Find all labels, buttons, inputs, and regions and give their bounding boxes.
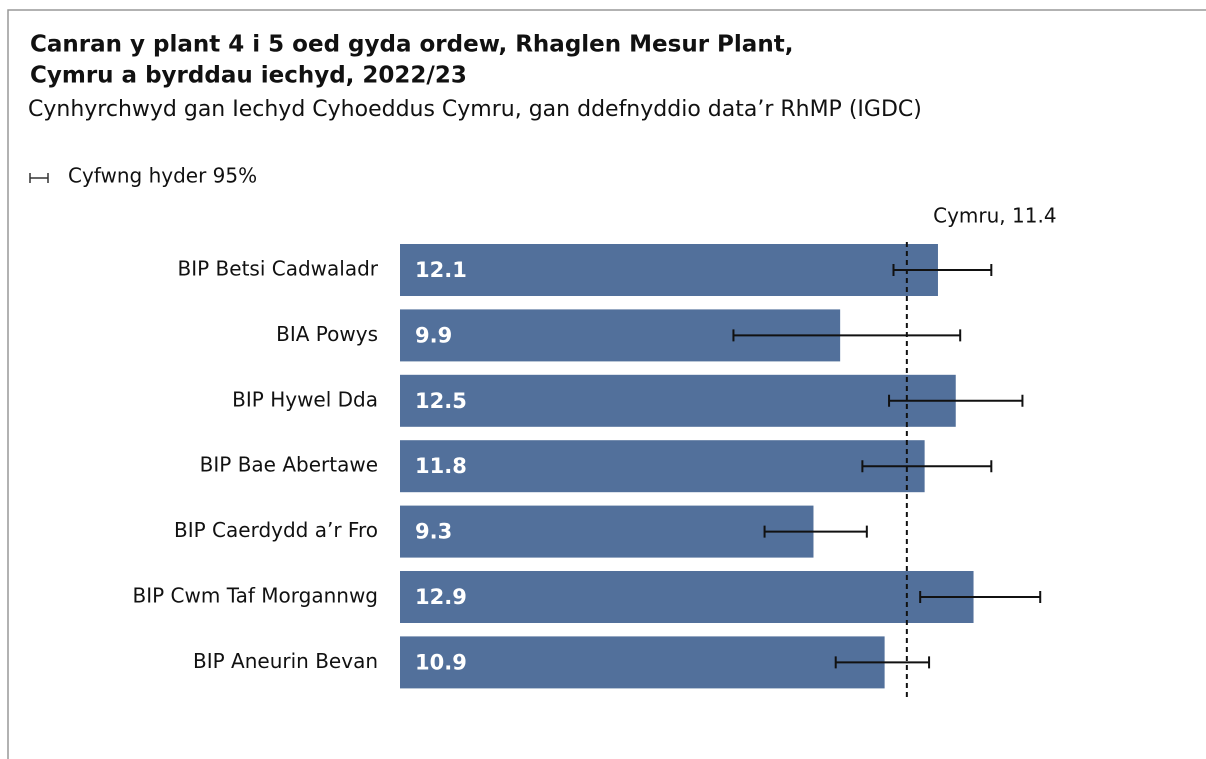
reference-label: Cymru, 11.4 bbox=[933, 204, 1056, 228]
y-tick-label: BIP Bae Abertawe bbox=[200, 453, 378, 477]
error-bar bbox=[861, 460, 993, 473]
frame bbox=[7, 9, 1206, 759]
legend-icon bbox=[29, 173, 49, 183]
y-tick-label: BIA Powys bbox=[276, 322, 378, 346]
bar bbox=[400, 440, 925, 493]
y-tick-label: BIP Hywel Dda bbox=[232, 387, 378, 411]
legend-label: Cyfwng hyder 95% bbox=[68, 164, 257, 188]
bar bbox=[400, 636, 885, 689]
chart-title: Cymru a byrddau iechyd, 2022/23 bbox=[30, 63, 467, 89]
data-label: 12.1 bbox=[415, 258, 467, 282]
y-tick-label: BIP Cwm Taf Morgannwg bbox=[133, 584, 378, 608]
data-label: 9.3 bbox=[415, 520, 452, 544]
error-bar bbox=[892, 264, 993, 276]
error-bar bbox=[763, 525, 868, 538]
y-tick-label: BIP Caerdydd a’r Fro bbox=[174, 518, 378, 542]
bar bbox=[400, 505, 814, 558]
error-bar bbox=[919, 591, 1042, 603]
data-label: 12.9 bbox=[415, 585, 467, 609]
data-label: 11.8 bbox=[415, 454, 467, 478]
chart-subtitle: Cynhyrchwyd gan Iechyd Cyhoeddus Cymru, … bbox=[28, 97, 922, 122]
bar bbox=[400, 244, 938, 296]
error-bar bbox=[888, 394, 1024, 407]
data-label: 9.9 bbox=[415, 323, 452, 347]
error-bar bbox=[732, 329, 962, 342]
bar bbox=[400, 374, 956, 427]
y-tick-label: BIP Aneurin Bevan bbox=[193, 649, 378, 673]
bar bbox=[400, 571, 974, 623]
y-tick-label: BIP Betsi Cadwaladr bbox=[178, 257, 379, 281]
data-label: 10.9 bbox=[415, 650, 467, 674]
chart-title: Canran y plant 4 i 5 oed gyda ordew, Rha… bbox=[30, 32, 793, 58]
data-label: 12.5 bbox=[415, 389, 467, 413]
error-bar bbox=[834, 656, 931, 669]
